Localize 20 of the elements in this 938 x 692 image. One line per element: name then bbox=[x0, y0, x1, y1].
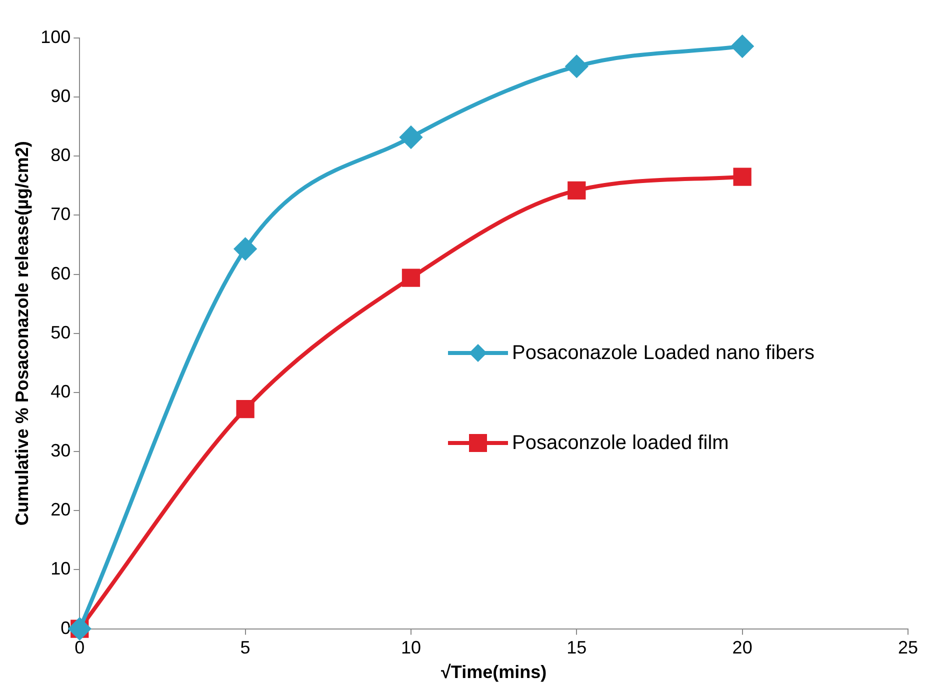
y-tick-label: 100 bbox=[40, 26, 71, 47]
x-tick-label: 0 bbox=[74, 638, 85, 658]
x-tick-label: 15 bbox=[566, 638, 587, 658]
legend-label: Posaconazole Loaded nano fibers bbox=[512, 342, 814, 364]
x-axis-title: √Time(mins) bbox=[441, 662, 547, 682]
y-tick-label: 70 bbox=[50, 204, 71, 224]
y-tick-label: 10 bbox=[50, 558, 71, 579]
x-tick-label: 25 bbox=[898, 638, 918, 658]
y-axis-title: Cumulative % Posaconazole release(µg/cm2) bbox=[12, 141, 32, 526]
y-tick-label: 50 bbox=[50, 322, 71, 342]
y-tick-label: 30 bbox=[50, 440, 71, 461]
y-tick-label: 90 bbox=[50, 86, 71, 106]
y-tick-label: 80 bbox=[50, 145, 71, 166]
y-tick-label: 20 bbox=[50, 500, 71, 520]
legend-label: Posaconzole loaded film bbox=[512, 432, 729, 454]
y-tick-label: 60 bbox=[50, 263, 71, 284]
x-tick-label: 10 bbox=[400, 638, 421, 658]
y-tick-label: 40 bbox=[50, 381, 71, 402]
x-tick-label: 20 bbox=[732, 638, 752, 658]
x-tick-label: 5 bbox=[240, 638, 250, 658]
